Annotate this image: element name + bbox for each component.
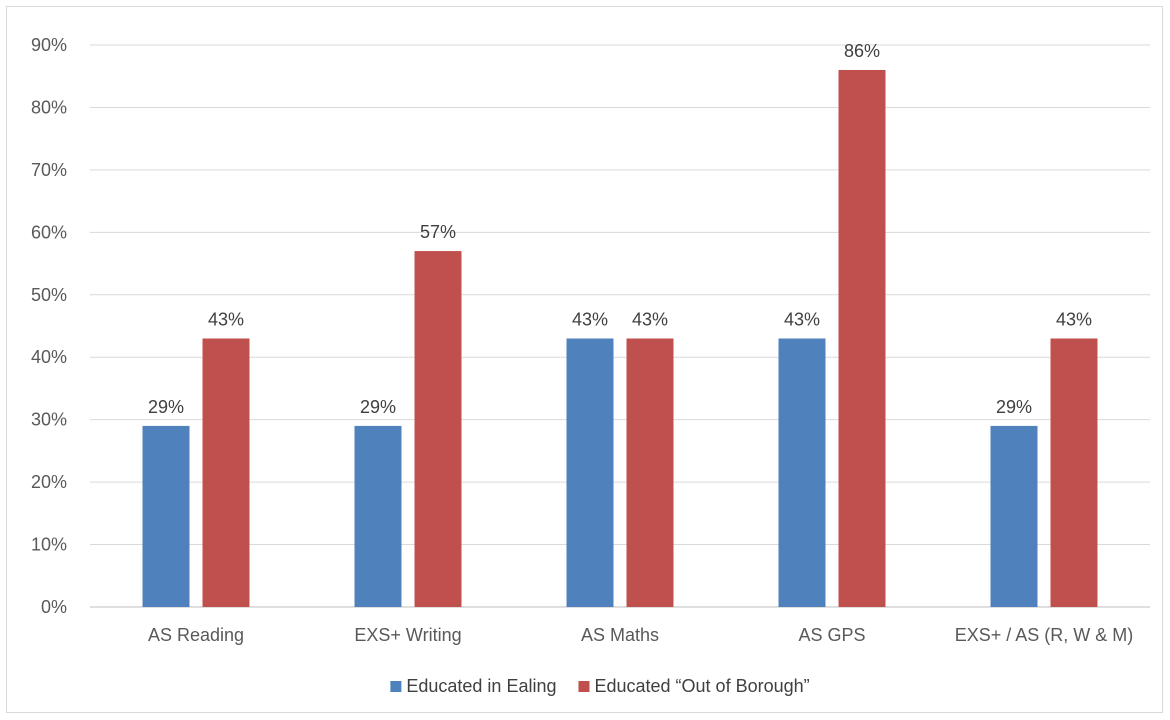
y-tick-label: 0%	[41, 597, 67, 617]
bar-series-1-0	[202, 338, 250, 607]
x-tick-label: AS GPS	[798, 625, 865, 645]
y-tick-label: 80%	[31, 97, 67, 117]
y-axis-tick-labels: 0% 10% 20% 30% 40% 50% 60% 70% 80% 90%	[31, 35, 67, 617]
data-labels: 29% 43% 29% 57% 43% 43% 43% 86% 29% 43%	[148, 41, 1092, 417]
bar-series-1-1	[414, 251, 462, 608]
y-tick-label: 70%	[31, 160, 67, 180]
bar-series-0-1	[354, 425, 402, 607]
y-tick-label: 60%	[31, 222, 67, 242]
y-tick-label: 90%	[31, 35, 67, 55]
y-tick-label: 20%	[31, 472, 67, 492]
bar-series-1-3	[838, 69, 886, 607]
legend-label: Educated in Ealing	[406, 676, 556, 696]
bars	[142, 69, 1098, 608]
data-label: 43%	[784, 309, 820, 329]
data-label: 29%	[996, 397, 1032, 417]
x-tick-label: AS Reading	[148, 625, 244, 645]
bar-series-0-2	[566, 338, 614, 607]
gridlines	[90, 44, 1150, 608]
x-axis-category-labels: AS Reading EXS+ Writing AS Maths AS GPS EXS+…	[148, 625, 1133, 645]
y-tick-label: 40%	[31, 347, 67, 367]
x-tick-label: EXS+ Writing	[354, 625, 461, 645]
legend-swatch	[578, 681, 590, 692]
data-label: 29%	[360, 397, 396, 417]
bar-series-0-0	[142, 425, 190, 607]
y-tick-label: 30%	[31, 410, 67, 430]
legend-label: Educated “Out of Borough”	[594, 676, 809, 696]
data-label: 29%	[148, 397, 184, 417]
legend-item-1: Educated “Out of Borough”	[578, 676, 810, 696]
x-tick-label: EXS+ / AS (R, W & M)	[955, 625, 1134, 645]
data-label: 57%	[420, 222, 456, 242]
data-label: 43%	[632, 309, 668, 329]
bar-series-1-2	[626, 338, 674, 607]
data-label: 86%	[844, 41, 880, 61]
legend-item-0: Educated in Ealing	[390, 676, 556, 696]
data-label: 43%	[208, 309, 244, 329]
x-tick-label: AS Maths	[581, 625, 659, 645]
data-label: 43%	[572, 309, 608, 329]
data-label: 43%	[1056, 309, 1092, 329]
y-tick-label: 50%	[31, 285, 67, 305]
y-tick-label: 10%	[31, 535, 67, 555]
bar-series-0-3	[778, 338, 826, 607]
legend: Educated in Ealing Educated “Out of Borou…	[390, 676, 810, 696]
legend-swatch	[390, 681, 402, 692]
bar-series-0-4	[990, 425, 1038, 607]
bar-series-1-4	[1050, 338, 1098, 607]
